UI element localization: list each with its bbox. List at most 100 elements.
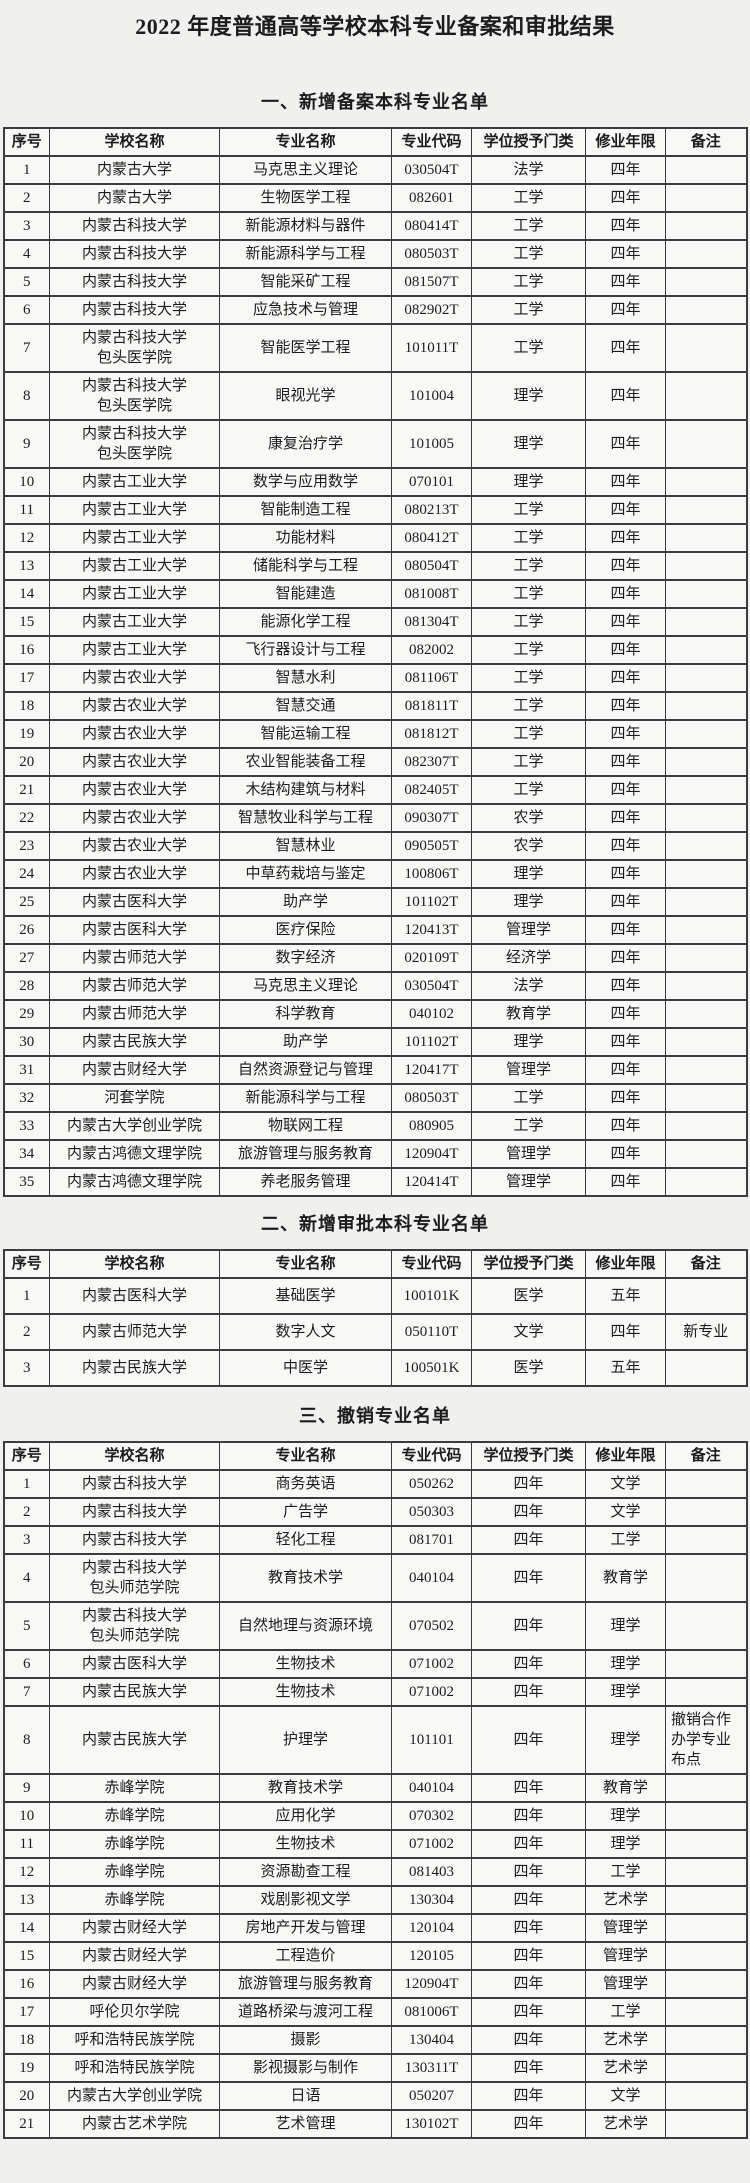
cell: 130311T	[391, 2053, 472, 2083]
cell	[665, 859, 747, 889]
cell: 11	[3, 495, 50, 525]
cell: 智慧水利	[219, 663, 392, 693]
cell: 工程造价	[219, 1941, 392, 1971]
cell: 新能源科学与工程	[219, 239, 392, 269]
cell: 工学	[585, 1525, 666, 1555]
cell: 四年	[585, 831, 666, 861]
cell: 内蒙古工业大学	[49, 495, 220, 525]
cell: 工学	[585, 1857, 666, 1887]
cell: 11	[3, 1829, 50, 1859]
cell: 2	[3, 1497, 50, 1527]
cell	[665, 1349, 747, 1387]
cell: 智能制造工程	[219, 495, 392, 525]
table-row: 14 内蒙古财经大学 房地产开发与管理 120104 四年 管理学	[3, 1913, 747, 1943]
cell	[665, 323, 747, 373]
cell: 4	[3, 239, 50, 269]
cell: 四年	[585, 915, 666, 945]
table-row: 20 内蒙古大学创业学院 日语 050207 四年 文学	[3, 2081, 747, 2111]
document-page: 2022 年度普通高等学校本科专业备案和审批结果 一、新增备案本科专业名单 序号…	[2, 14, 748, 2139]
cell: 081304T	[391, 607, 472, 637]
cell: 农学	[471, 803, 586, 833]
cell: 2	[3, 1313, 50, 1351]
cell: 7	[3, 1677, 50, 1707]
cell: 四年	[585, 295, 666, 325]
cell	[665, 915, 747, 945]
cell: 智能建造	[219, 579, 392, 609]
table-row: 13 内蒙古工业大学 储能科学与工程 080504T 工学 四年	[3, 551, 747, 581]
table-row: 22 内蒙古农业大学 智慧牧业科学与工程 090307T 农学 四年	[3, 803, 747, 833]
cell: 四年	[585, 887, 666, 917]
cell: 四年	[471, 1941, 586, 1971]
cell: 内蒙古财经大学	[49, 1913, 220, 1943]
cell: 工学	[471, 523, 586, 553]
cell: 27	[3, 943, 50, 973]
cell	[665, 971, 747, 1001]
cell: 四年	[585, 239, 666, 269]
cell: 摄影	[219, 2025, 392, 2055]
cell: 智能采矿工程	[219, 267, 392, 297]
cell: 四年	[585, 1139, 666, 1169]
cell: 工学	[471, 323, 586, 373]
cell: 050262	[391, 1469, 472, 1499]
cell	[665, 803, 747, 833]
cell: 广告学	[219, 1497, 392, 1527]
column-header: 学位授予门类	[471, 1249, 586, 1279]
cell: 内蒙古医科大学	[49, 1649, 220, 1679]
cell: 7	[3, 323, 50, 373]
table-row: 3 内蒙古科技大学 新能源材料与器件 080414T 工学 四年	[3, 211, 747, 241]
cell: 082002	[391, 635, 472, 665]
cell: 内蒙古农业大学	[49, 775, 220, 805]
cell	[665, 775, 747, 805]
cell: 呼伦贝尔学院	[49, 1997, 220, 2027]
cell: 内蒙古医科大学	[49, 915, 220, 945]
cell: 四年	[585, 1313, 666, 1351]
cell: 理学	[585, 1649, 666, 1679]
cell: 四年	[585, 803, 666, 833]
cell	[665, 579, 747, 609]
table-row: 1 内蒙古医科大学 基础医学 100101K 医学 五年	[3, 1277, 747, 1315]
cell: 工学	[471, 607, 586, 637]
cell: 护理学	[219, 1705, 392, 1775]
table-row: 24 内蒙古农业大学 中草药栽培与鉴定 100806T 理学 四年	[3, 859, 747, 889]
column-header: 序号	[3, 127, 50, 157]
table-row: 23 内蒙古农业大学 智慧林业 090505T 农学 四年	[3, 831, 747, 861]
cell: 教育学	[471, 999, 586, 1029]
cell: 4	[3, 1553, 50, 1603]
cell: 四年	[585, 183, 666, 213]
cell: 赤峰学院	[49, 1773, 220, 1803]
cell: 工学	[471, 1083, 586, 1113]
column-header: 专业名称	[219, 1249, 392, 1279]
cell: 内蒙古艺术学院	[49, 2109, 220, 2139]
cell: 养老服务管理	[219, 1167, 392, 1197]
cell: 080412T	[391, 523, 472, 553]
cell	[665, 371, 747, 421]
cell	[665, 1027, 747, 1057]
cell: 工学	[585, 1997, 666, 2027]
cell: 文学	[585, 1497, 666, 1527]
cell: 理学	[585, 1601, 666, 1651]
cell: 120417T	[391, 1055, 472, 1085]
cell: 1	[3, 1277, 50, 1315]
cell	[665, 943, 747, 973]
cell: 18	[3, 691, 50, 721]
table-row: 15 内蒙古工业大学 能源化学工程 081304T 工学 四年	[3, 607, 747, 637]
cell: 理学	[471, 467, 586, 497]
column-header: 备注	[665, 1441, 747, 1471]
cell	[665, 1469, 747, 1499]
column-header: 专业代码	[391, 1441, 472, 1471]
cell	[665, 831, 747, 861]
cell: 四年	[585, 551, 666, 581]
cell: 081106T	[391, 663, 472, 693]
cell: 内蒙古科技大学	[49, 267, 220, 297]
cell: 生物技术	[219, 1677, 392, 1707]
cell: 赤峰学院	[49, 1885, 220, 1915]
cell: 艺术学	[585, 2025, 666, 2055]
cell	[665, 747, 747, 777]
cell: 内蒙古科技大学 包头医学院	[49, 371, 220, 421]
cell: 文学	[471, 1313, 586, 1351]
cell	[665, 1913, 747, 1943]
cell: 18	[3, 2025, 50, 2055]
table-row: 3 内蒙古民族大学 中医学 100501K 医学 五年	[3, 1349, 747, 1387]
table-row: 12 赤峰学院 资源勘查工程 081403 四年 工学	[3, 1857, 747, 1887]
table-row: 5 内蒙古科技大学 智能采矿工程 081507T 工学 四年	[3, 267, 747, 297]
